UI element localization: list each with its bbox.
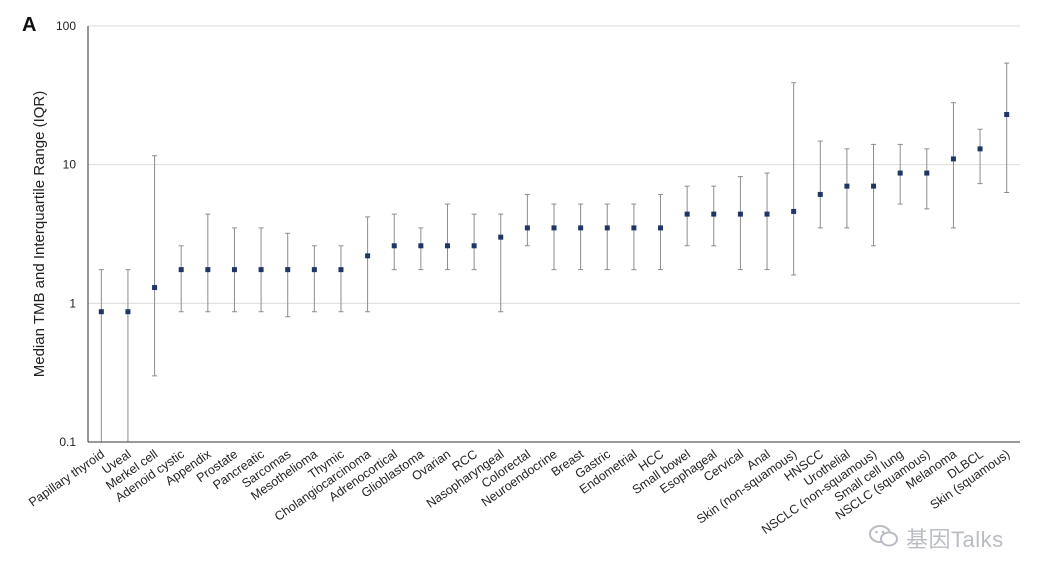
median-marker xyxy=(977,146,983,152)
median-marker xyxy=(178,267,184,273)
y-tick-label: 1 xyxy=(69,296,76,310)
error-bar xyxy=(817,140,823,229)
median-marker xyxy=(285,267,291,273)
error-bar xyxy=(737,176,743,271)
median-marker xyxy=(578,225,584,231)
error-bar xyxy=(498,213,504,313)
median-marker xyxy=(471,243,477,249)
error-bar xyxy=(604,203,610,271)
median-marker xyxy=(444,243,450,249)
y-tick-label: 0.1 xyxy=(59,435,76,449)
median-marker xyxy=(258,267,264,273)
median-marker xyxy=(684,211,690,217)
error-bar xyxy=(285,232,291,318)
error-bar xyxy=(578,203,584,271)
error-bar xyxy=(311,245,317,313)
median-marker xyxy=(658,225,664,231)
median-marker xyxy=(631,225,637,231)
x-tick-label: Papillary thyroid xyxy=(26,447,107,510)
panel-label: A xyxy=(22,14,37,36)
median-marker xyxy=(524,225,530,231)
error-bar xyxy=(365,216,371,313)
error-bar xyxy=(1004,62,1010,193)
median-marker xyxy=(98,309,104,315)
error-bar xyxy=(791,82,797,276)
error-bar xyxy=(125,269,131,442)
grid-lines xyxy=(88,25,1020,304)
median-marker xyxy=(1004,112,1010,118)
error-bar xyxy=(418,227,424,271)
error-bar xyxy=(658,193,664,271)
median-marker xyxy=(365,253,371,259)
median-marker xyxy=(498,234,504,240)
error-bar xyxy=(524,193,530,247)
y-tick-labels: 0.1 1 10 100 xyxy=(56,19,76,449)
median-marker xyxy=(897,170,903,176)
median-marker xyxy=(844,183,850,189)
median-marker xyxy=(817,191,823,197)
median-marker xyxy=(604,225,610,231)
error-bar xyxy=(871,143,877,247)
y-axis-title: Median TMB and Interquartile Range (IQR) xyxy=(31,91,48,378)
error-bars xyxy=(98,62,1010,442)
median-marker xyxy=(231,267,237,273)
error-bar xyxy=(764,172,770,271)
error-bar xyxy=(551,203,557,271)
median-marker xyxy=(125,309,131,315)
error-bar xyxy=(444,203,450,271)
median-marker xyxy=(391,243,397,249)
median-markers xyxy=(98,112,1010,315)
error-bar xyxy=(98,269,104,442)
error-bar xyxy=(950,102,956,229)
error-bar xyxy=(631,203,637,271)
error-bar xyxy=(205,213,211,313)
median-marker xyxy=(764,211,770,217)
median-marker xyxy=(737,211,743,217)
y-tick-label: 10 xyxy=(63,158,77,172)
median-marker xyxy=(338,267,344,273)
median-marker xyxy=(152,285,158,291)
error-bar xyxy=(471,213,477,271)
error-bar xyxy=(977,128,983,185)
median-marker xyxy=(551,225,557,231)
median-marker xyxy=(871,183,877,189)
median-marker xyxy=(418,243,424,249)
median-marker xyxy=(311,267,317,273)
median-marker xyxy=(950,156,956,162)
error-bar xyxy=(338,245,344,313)
median-marker xyxy=(924,170,930,176)
error-bar xyxy=(178,245,184,313)
error-bar xyxy=(924,148,930,210)
wechat-icon xyxy=(869,525,898,547)
error-bar xyxy=(152,155,158,377)
watermark-text: 基因Talks xyxy=(906,527,1004,552)
error-bar xyxy=(391,213,397,271)
median-marker xyxy=(205,267,211,273)
y-tick-label: 100 xyxy=(56,19,76,33)
median-marker xyxy=(711,211,717,217)
median-marker xyxy=(791,208,797,214)
